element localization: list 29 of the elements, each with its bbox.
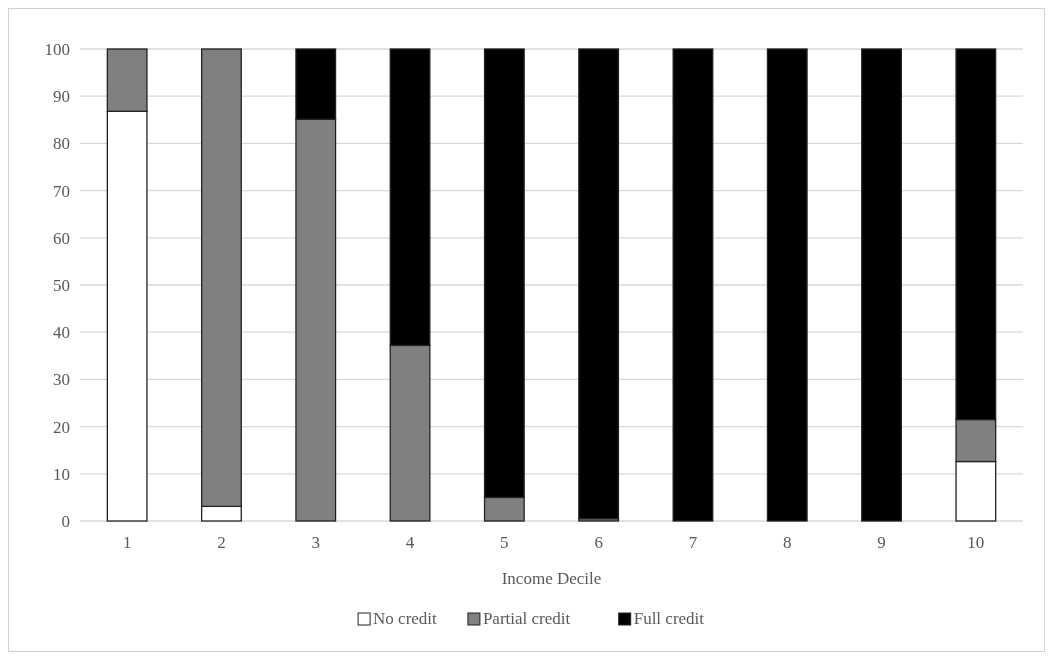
bar (766, 48, 808, 522)
y-tick-label: 100 (44, 39, 70, 59)
x-axis-title: Income Decile (501, 569, 602, 588)
x-tick-label: 2 (217, 533, 226, 552)
bar (861, 48, 902, 522)
y-tick-label: 90 (53, 87, 70, 107)
legend-label: Full credit (633, 609, 705, 628)
x-tick-label: 9 (877, 533, 886, 552)
x-tick-label: 8 (783, 533, 792, 552)
x-tick-label: 10 (967, 533, 985, 552)
x-tick-label: 1 (122, 533, 132, 552)
y-tick-label: 30 (53, 370, 70, 390)
bar (578, 48, 620, 520)
y-tick-label: 40 (53, 323, 70, 343)
legend-label: Partial credit (482, 609, 571, 628)
y-tick-label: 0 (61, 511, 70, 531)
bar (672, 48, 714, 522)
x-tick-label: 3 (311, 533, 320, 552)
y-tick-label: 60 (53, 228, 70, 248)
y-tick-label: 20 (53, 417, 70, 437)
y-tick-label: 10 (53, 464, 70, 484)
x-tick-label: 4 (405, 533, 415, 552)
x-tick-label: 5 (500, 533, 509, 552)
legend-label: No credit (373, 609, 438, 628)
x-tick-label: 6 (594, 533, 603, 552)
y-tick-label: 80 (53, 134, 70, 154)
y-tick-label: 70 (53, 181, 70, 201)
x-tick-label: 7 (688, 533, 698, 552)
y-tick-label: 50 (53, 275, 70, 295)
